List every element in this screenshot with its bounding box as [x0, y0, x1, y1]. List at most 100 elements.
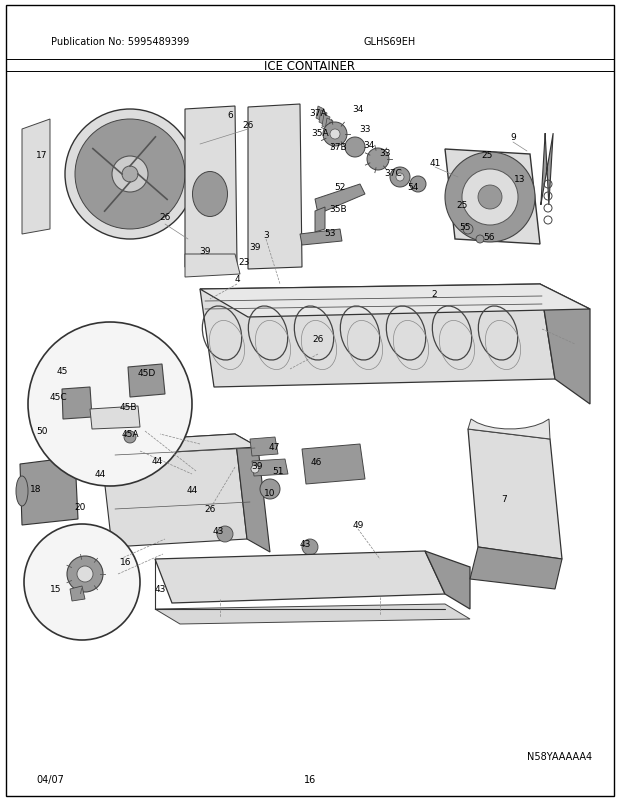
Text: 43: 43: [154, 585, 166, 593]
Polygon shape: [316, 107, 324, 122]
Text: 51: 51: [272, 467, 284, 476]
Circle shape: [260, 480, 280, 500]
Text: 39: 39: [199, 247, 211, 256]
Text: 44: 44: [94, 470, 105, 479]
Polygon shape: [155, 551, 445, 603]
Circle shape: [122, 167, 138, 183]
Circle shape: [251, 465, 259, 473]
Text: 6: 6: [227, 111, 233, 119]
Text: 37C: 37C: [384, 168, 402, 177]
Text: 55: 55: [459, 223, 471, 233]
Text: 33: 33: [379, 148, 391, 157]
Polygon shape: [185, 107, 237, 268]
Circle shape: [24, 525, 140, 640]
Text: ICE CONTAINER: ICE CONTAINER: [265, 59, 355, 72]
Circle shape: [217, 526, 233, 542]
Text: 17: 17: [36, 150, 48, 160]
Ellipse shape: [192, 172, 228, 217]
Polygon shape: [100, 435, 247, 547]
Circle shape: [124, 431, 136, 444]
Text: 49: 49: [352, 520, 364, 530]
Text: 26: 26: [312, 335, 324, 344]
Circle shape: [75, 119, 185, 229]
Polygon shape: [100, 435, 258, 456]
Polygon shape: [540, 285, 590, 404]
Text: 15: 15: [50, 585, 62, 593]
Polygon shape: [325, 119, 333, 134]
Circle shape: [302, 539, 318, 555]
Text: 37B: 37B: [329, 144, 347, 152]
Text: 39: 39: [249, 242, 261, 251]
Circle shape: [410, 176, 426, 192]
Text: 56: 56: [483, 233, 495, 241]
Circle shape: [390, 168, 410, 188]
Circle shape: [345, 138, 365, 158]
Text: 2: 2: [431, 290, 437, 299]
Polygon shape: [302, 444, 365, 484]
Text: 41: 41: [429, 158, 441, 168]
Text: 4: 4: [234, 275, 240, 284]
Text: N58YAAAAA4: N58YAAAAA4: [528, 751, 593, 761]
Text: 35B: 35B: [329, 205, 347, 214]
Text: 45B: 45B: [119, 403, 137, 412]
Text: 04/07: 04/07: [36, 774, 64, 784]
Polygon shape: [468, 419, 550, 439]
Polygon shape: [300, 229, 342, 245]
Text: 18: 18: [30, 485, 42, 494]
Text: 44: 44: [151, 457, 162, 466]
Text: 33: 33: [359, 125, 371, 134]
Text: 26: 26: [205, 505, 216, 514]
Polygon shape: [128, 365, 165, 398]
Text: 43: 43: [212, 527, 224, 536]
Polygon shape: [328, 123, 336, 138]
Polygon shape: [541, 134, 553, 205]
Polygon shape: [315, 208, 325, 233]
Circle shape: [323, 123, 347, 147]
Text: 26: 26: [242, 120, 254, 129]
Text: 37A: 37A: [309, 108, 327, 117]
Polygon shape: [425, 551, 470, 610]
Text: 9: 9: [510, 133, 516, 142]
Text: 16: 16: [120, 558, 131, 567]
Text: 20: 20: [74, 503, 86, 512]
Circle shape: [67, 557, 103, 592]
Polygon shape: [70, 586, 85, 602]
Circle shape: [330, 130, 340, 140]
Text: 45C: 45C: [49, 393, 67, 402]
Text: 16: 16: [304, 774, 316, 784]
Text: 45A: 45A: [122, 430, 139, 439]
Polygon shape: [250, 437, 278, 456]
Text: 52: 52: [334, 184, 346, 192]
Ellipse shape: [16, 476, 28, 506]
Text: 50: 50: [36, 427, 48, 436]
Polygon shape: [22, 119, 50, 235]
Circle shape: [28, 322, 192, 486]
Text: 13: 13: [514, 176, 526, 184]
Polygon shape: [470, 547, 562, 589]
Circle shape: [396, 174, 404, 182]
Polygon shape: [468, 429, 562, 559]
Text: Publication No: 5995489399: Publication No: 5995489399: [51, 37, 189, 47]
Circle shape: [65, 110, 195, 240]
Polygon shape: [90, 407, 140, 429]
Polygon shape: [319, 111, 327, 126]
Circle shape: [463, 225, 473, 235]
Text: 47: 47: [268, 443, 280, 452]
Polygon shape: [200, 285, 590, 318]
Circle shape: [445, 153, 535, 243]
Circle shape: [476, 236, 484, 244]
Text: 10: 10: [264, 489, 276, 498]
Text: 53: 53: [324, 229, 336, 237]
Text: 34: 34: [363, 140, 374, 149]
Text: 45D: 45D: [138, 369, 156, 378]
Text: 23: 23: [238, 258, 250, 267]
Text: 45: 45: [56, 367, 68, 376]
Text: 35A: 35A: [311, 128, 329, 137]
Text: 43: 43: [299, 540, 311, 549]
Polygon shape: [155, 604, 470, 624]
Text: 25: 25: [456, 200, 467, 209]
Polygon shape: [235, 435, 270, 553]
Circle shape: [462, 170, 518, 225]
Circle shape: [77, 566, 93, 582]
Text: 7: 7: [501, 495, 507, 504]
